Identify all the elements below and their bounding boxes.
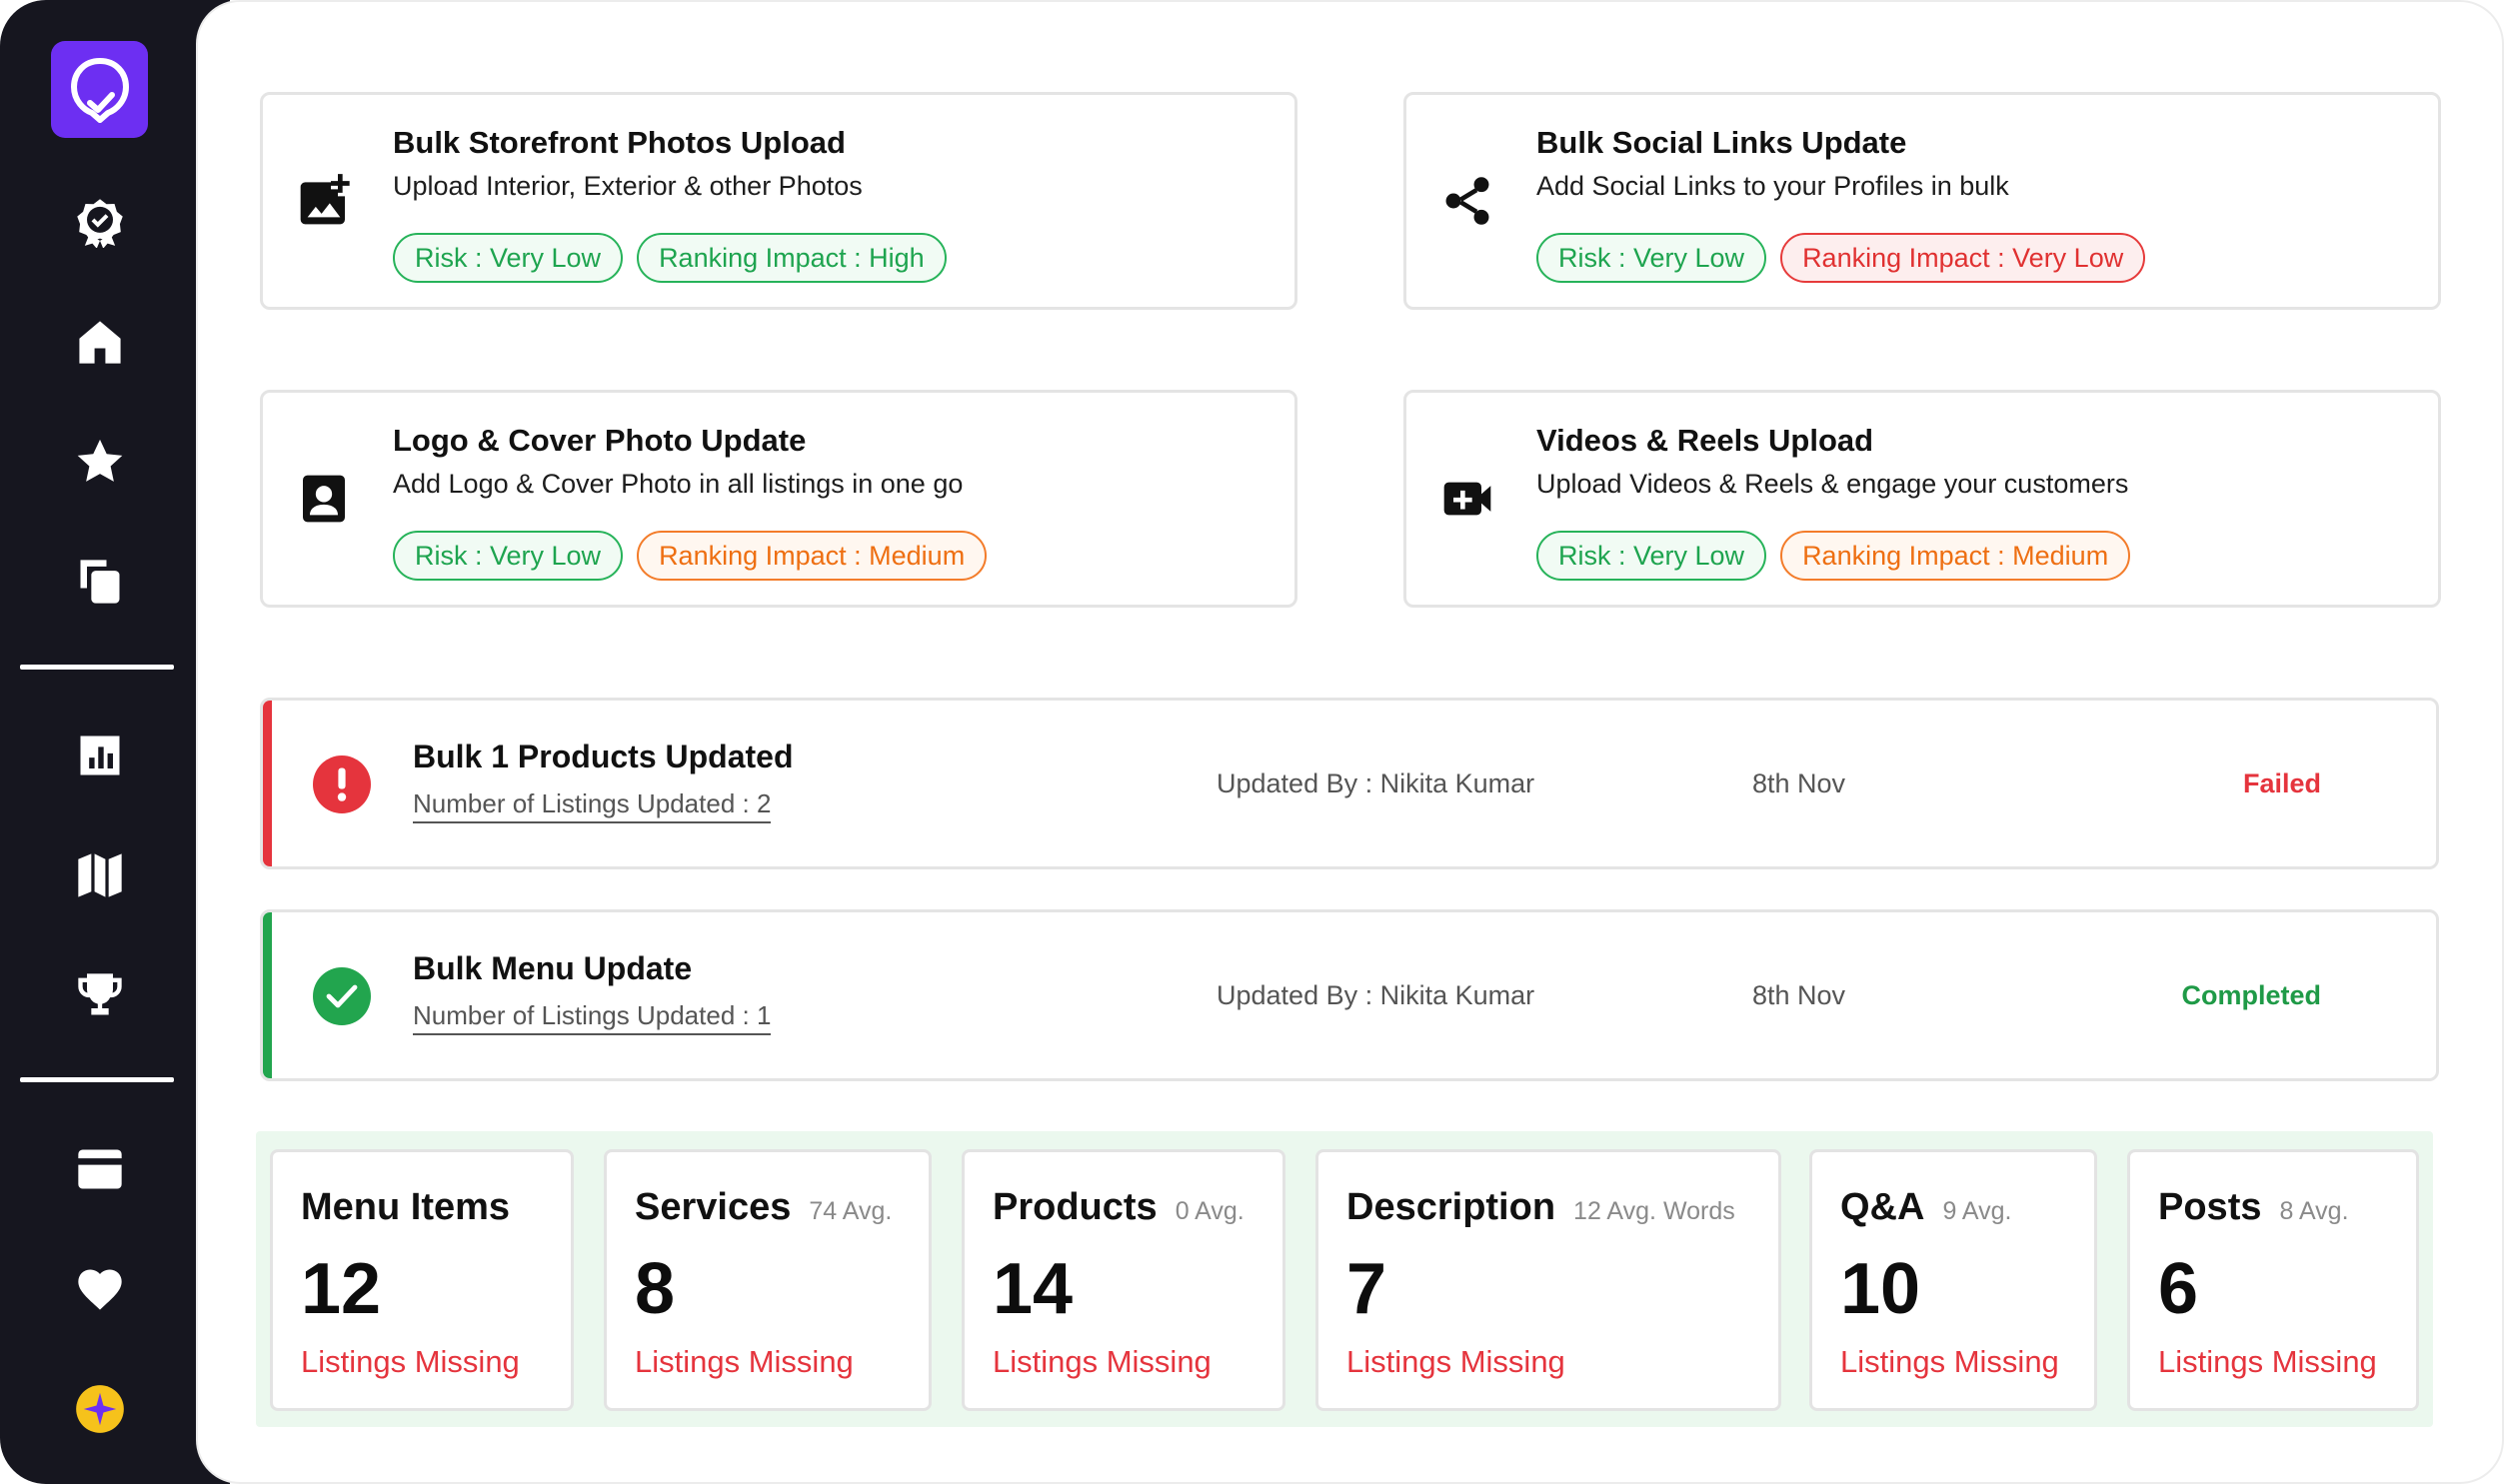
heart-icon[interactable] [62, 1251, 138, 1327]
feature-description: Upload Interior, Exterior & other Photos [393, 171, 863, 201]
feature-tags: Risk : Very Low Ranking Impact : Very Lo… [1536, 233, 2146, 283]
risk-badge: Risk : Very Low [1536, 233, 1767, 283]
feature-card-videos-reels[interactable]: Videos & Reels Upload Upload Videos & Re… [1403, 390, 2441, 608]
metric-label: Q&A 9 Avg. [1840, 1186, 2012, 1228]
risk-badge: Risk : Very Low [1536, 531, 1767, 581]
metric-card-menu-items[interactable]: Menu Items 12 Listings Missing [270, 1149, 574, 1411]
listings-updated-link[interactable]: Number of Listings Updated : 2 [413, 788, 772, 823]
feature-tags: Risk : Very Low Ranking Impact : Medium [1536, 531, 2131, 581]
metric-value: 8 [635, 1249, 676, 1329]
metric-missing-label: Listings Missing [635, 1344, 854, 1379]
credit-card-icon[interactable] [62, 1131, 138, 1207]
feature-card-social-links[interactable]: Bulk Social Links Update Add Social Link… [1403, 92, 2441, 310]
metric-card-qa[interactable]: Q&A 9 Avg. 10 Listings Missing [1809, 1149, 2097, 1411]
status-label: Failed [2242, 768, 2321, 798]
sidebar-divider [20, 1077, 174, 1082]
feature-description: Add Logo & Cover Photo in all listings i… [393, 469, 964, 499]
metric-missing-label: Listings Missing [301, 1344, 520, 1379]
listings-updated-link[interactable]: Number of Listings Updated : 1 [413, 1000, 772, 1035]
metric-label: Services 74 Avg. [635, 1186, 893, 1228]
feature-title: Bulk Social Links Update [1536, 125, 1907, 160]
home-icon[interactable] [62, 304, 138, 380]
sidebar [0, 0, 230, 1484]
status-bar [263, 701, 272, 866]
feature-tags: Risk : Very Low Ranking Impact : Medium [393, 531, 988, 581]
ranking-impact-badge: Ranking Impact : High [637, 233, 947, 283]
ranking-impact-badge: Ranking Impact : Medium [637, 531, 988, 581]
map-icon[interactable] [62, 837, 138, 913]
status-label: Completed [2181, 980, 2321, 1010]
feature-card-storefront-photos[interactable]: Bulk Storefront Photos Upload Upload Int… [260, 92, 1297, 310]
missing-listings-metrics: Menu Items 12 Listings Missing Services 7… [256, 1131, 2433, 1427]
metric-value: 14 [993, 1249, 1074, 1329]
metric-label: Products 0 Avg. [993, 1186, 1245, 1228]
metric-average: 12 Avg. Words [1573, 1197, 1735, 1225]
activity-row-completed[interactable]: Bulk Menu Update Number of Listings Upda… [260, 909, 2439, 1081]
error-icon [313, 755, 371, 813]
sidebar-divider [20, 665, 174, 670]
feature-title: Bulk Storefront Photos Upload [393, 125, 846, 160]
check-circle-icon [313, 967, 371, 1025]
metric-missing-label: Listings Missing [1346, 1344, 1565, 1379]
feature-title: Videos & Reels Upload [1536, 423, 1874, 458]
star-icon[interactable] [62, 424, 138, 500]
add-photo-icon [293, 170, 355, 232]
main-panel: Bulk Storefront Photos Upload Upload Int… [196, 0, 2504, 1484]
metric-card-description[interactable]: Description 12 Avg. Words 7 Listings Miss… [1315, 1149, 1781, 1411]
metric-card-products[interactable]: Products 0 Avg. 14 Listings Missing [962, 1149, 1285, 1411]
metric-missing-label: Listings Missing [2158, 1344, 2377, 1379]
metric-average: 0 Avg. [1175, 1197, 1245, 1225]
risk-badge: Risk : Very Low [393, 233, 624, 283]
activity-title: Bulk Menu Update [413, 950, 693, 986]
metric-average: 9 Avg. [1942, 1197, 2012, 1225]
sparkle-icon[interactable] [62, 1371, 138, 1447]
metric-label: Posts 8 Avg. [2158, 1186, 2349, 1228]
copy-icon[interactable] [62, 544, 138, 620]
metric-average: 8 Avg. [2279, 1197, 2349, 1225]
activity-row-failed[interactable]: Bulk 1 Products Updated Number of Listin… [260, 698, 2439, 869]
bar-chart-icon[interactable] [62, 718, 138, 793]
activity-date: 8th Nov [1752, 980, 1846, 1010]
activity-title: Bulk 1 Products Updated [413, 739, 794, 774]
risk-badge: Risk : Very Low [393, 531, 624, 581]
metric-card-services[interactable]: Services 74 Avg. 8 Listings Missing [604, 1149, 932, 1411]
portrait-icon [293, 468, 355, 530]
metric-missing-label: Listings Missing [1840, 1344, 2059, 1379]
share-icon [1436, 170, 1498, 232]
trophy-icon[interactable] [62, 957, 138, 1033]
activity-date: 8th Nov [1752, 768, 1846, 798]
app-logo[interactable] [51, 41, 148, 138]
metric-value: 6 [2158, 1249, 2199, 1329]
updated-by: Updated By : Nikita Kumar [1217, 980, 1535, 1010]
metric-missing-label: Listings Missing [993, 1344, 1212, 1379]
metric-label: Menu Items [301, 1186, 511, 1228]
metric-card-posts[interactable]: Posts 8 Avg. 6 Listings Missing [2127, 1149, 2419, 1411]
location-pin-logo-icon [70, 57, 129, 123]
feature-card-logo-cover[interactable]: Logo & Cover Photo Update Add Logo & Cov… [260, 390, 1297, 608]
video-add-icon [1436, 468, 1498, 530]
ranking-impact-badge: Ranking Impact : Medium [1780, 531, 2131, 581]
ranking-impact-badge: Ranking Impact : Very Low [1780, 233, 2146, 283]
status-bar [263, 912, 272, 1078]
metric-value: 12 [301, 1249, 382, 1329]
metric-average: 74 Avg. [809, 1197, 893, 1225]
feature-description: Add Social Links to your Profiles in bul… [1536, 171, 2009, 201]
metric-label: Description 12 Avg. Words [1346, 1186, 1735, 1228]
updated-by: Updated By : Nikita Kumar [1217, 768, 1535, 798]
metric-value: 10 [1840, 1249, 1921, 1329]
feature-title: Logo & Cover Photo Update [393, 423, 807, 458]
metric-value: 7 [1346, 1249, 1387, 1329]
feature-tags: Risk : Very Low Ranking Impact : High [393, 233, 947, 283]
feature-description: Upload Videos & Reels & engage your cust… [1536, 469, 2129, 499]
badge-check-icon[interactable] [62, 184, 138, 260]
